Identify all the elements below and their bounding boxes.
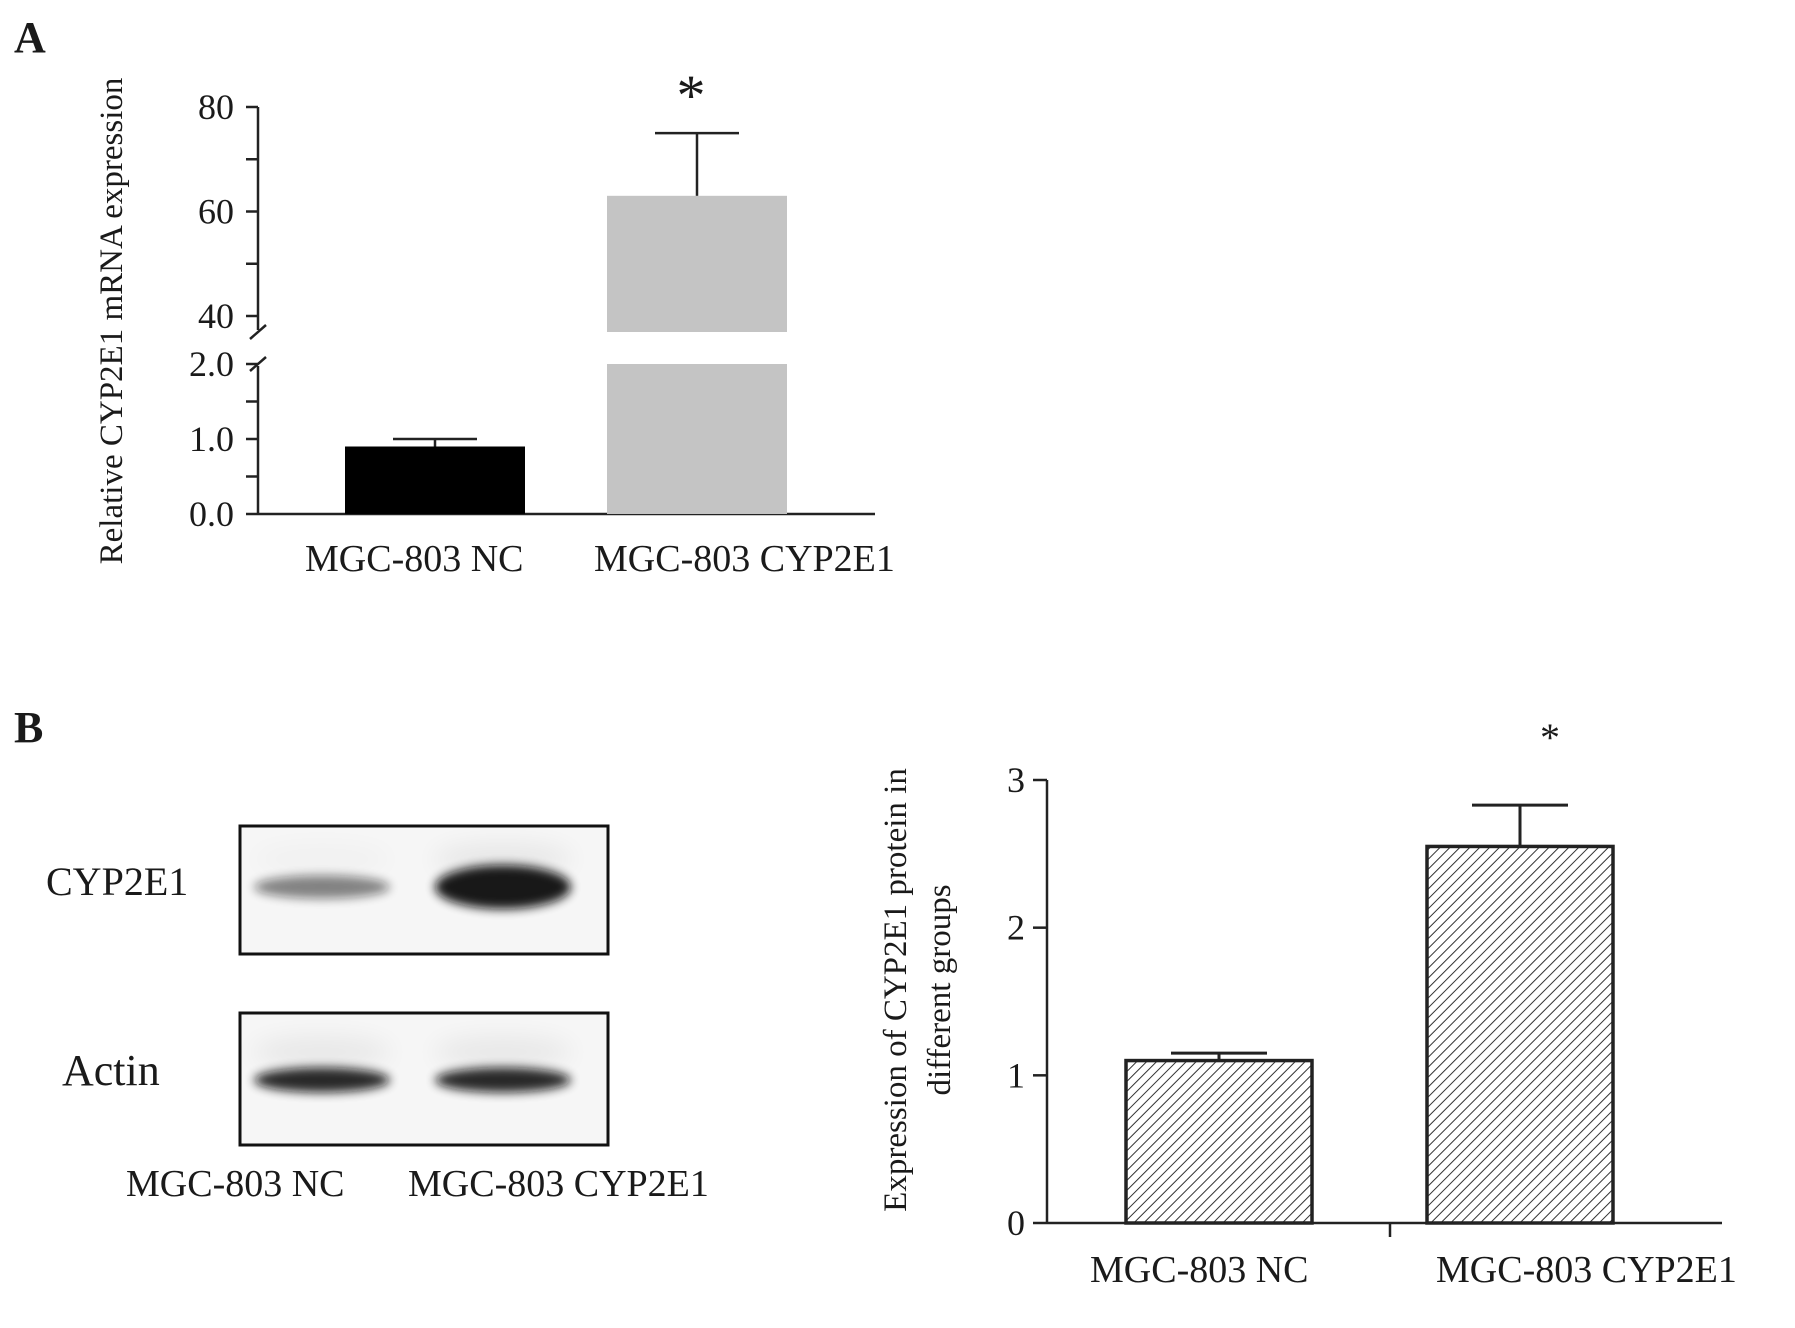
- western-blot: CYP2E1 Actin MGC-803 NC MGC-803 CYP2E1: [46, 824, 709, 1205]
- chart-b-category-label-mgc-803-nc: MGC-803 NC: [1090, 1249, 1309, 1291]
- chart-b-y-tick-label: 1: [1007, 1055, 1025, 1095]
- chart-b-significance-marks: *: [1540, 715, 1560, 760]
- chart-a-y-tick-label: 2.0: [189, 344, 234, 384]
- chart-b-bar-mgc-803-nc: [1124, 1058, 1314, 1225]
- chart-b-category-labels: MGC-803 NC MGC-803 CYP2E1: [1090, 1249, 1737, 1291]
- blot-row-label-actin: Actin: [62, 1046, 160, 1095]
- blot-bands: [252, 843, 573, 1093]
- blot-band-haze-cyp2e1-lane-1: [252, 843, 392, 875]
- chart-a-y-tick-label: 40: [198, 296, 234, 336]
- chart-a-category-labels: MGC-803 NC MGC-803 CYP2E1: [305, 538, 895, 580]
- blot-band-actin-lane-1: [254, 1067, 390, 1093]
- chart-b-y-tick-label: 3: [1007, 760, 1025, 800]
- chart-b-y-axis-label-line-2: different groups: [922, 884, 958, 1095]
- chart-a-significance-mgc-803-cyp2e1: *: [677, 63, 706, 128]
- chart-b-y-axis-label-line-1: Expression of CYP2E1 protein in: [878, 768, 914, 1212]
- chart-a-y-tick-label: 0.0: [189, 494, 234, 534]
- chart-a-y-axis-label: Relative CYP2E1 mRNA expression: [94, 78, 130, 565]
- chart-a-error-bars: [393, 131, 739, 447]
- blot-row-label-cyp2e1: CYP2E1: [46, 859, 188, 904]
- chart-b-y-tick-label: 2: [1007, 908, 1025, 948]
- chart-a-axis-break-mark-upper: [249, 324, 267, 340]
- chart-a-bar-mgc-803-cyp2e1-lower: [607, 364, 787, 514]
- blot-lane-label-cyp2e1: MGC-803 CYP2E1: [408, 1163, 709, 1205]
- chart-b-significance-mgc-803-cyp2e1: *: [1540, 715, 1560, 760]
- chart-a-y-tick-label: 80: [198, 87, 234, 127]
- chart-a-category-label-mgc-803-nc: MGC-803 NC: [305, 538, 524, 580]
- chart-b-ticks: 0 1 2 3: [1007, 760, 1047, 1243]
- chart-a: Relative CYP2E1 mRNA expression 0.0 1.0 2.…: [94, 63, 895, 580]
- blot-band-haze-actin-lane-2: [433, 1036, 573, 1068]
- chart-a-ticks: 0.0 1.0 2.0 40 60 80: [189, 87, 258, 534]
- chart-a-bar-mgc-803-cyp2e1-upper: [607, 195, 787, 332]
- blot-band-actin-lane-2: [435, 1067, 571, 1093]
- chart-b-category-label-mgc-803-cyp2e1: MGC-803 CYP2E1: [1436, 1249, 1737, 1291]
- chart-a-y-tick-label: 1.0: [189, 419, 234, 459]
- blot-band-haze-actin-lane-1: [252, 1036, 392, 1068]
- chart-b-y-tick-label: 0: [1007, 1203, 1025, 1243]
- panel-a-letter: A: [14, 13, 46, 62]
- blot-band-cyp2e1-lane-2: [435, 865, 571, 909]
- chart-a-significance-marks: *: [677, 63, 706, 128]
- chart-a-bar-mgc-803-nc: [345, 446, 525, 514]
- chart-b-bar-mgc-803-cyp2e1: [1425, 844, 1615, 1225]
- blot-band-haze-cyp2e1-lane-2: [433, 843, 573, 875]
- chart-a-bars: [345, 195, 787, 514]
- blot-band-cyp2e1-lane-1: [254, 875, 390, 899]
- chart-a-category-label-mgc-803-cyp2e1: MGC-803 CYP2E1: [594, 538, 895, 580]
- chart-b-error-bars: [1171, 803, 1568, 1061]
- blot-lane-label-nc: MGC-803 NC: [126, 1163, 345, 1205]
- panel-b-letter: B: [14, 703, 43, 752]
- chart-a-y-tick-label: 60: [198, 192, 234, 232]
- chart-b: Expression of CYP2E1 protein in differen…: [878, 715, 1737, 1291]
- chart-b-bars: [1124, 844, 1615, 1225]
